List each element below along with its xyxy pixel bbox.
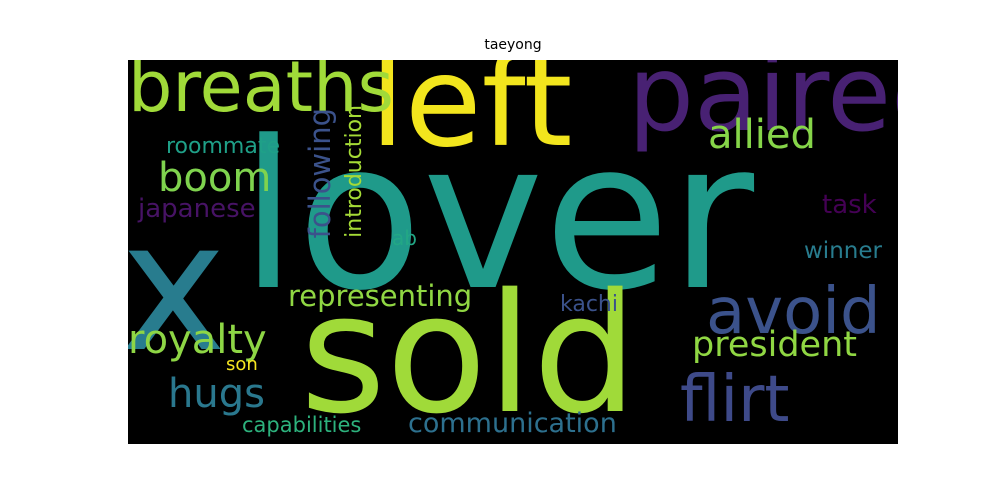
word-sold: sold: [300, 258, 638, 444]
word-allied: allied: [708, 112, 816, 158]
word-x: x: [128, 183, 227, 392]
word-son: son: [226, 354, 258, 375]
word-breaths: breaths: [128, 60, 394, 128]
word-left: left: [370, 60, 573, 175]
word-ab: ab: [392, 226, 417, 250]
word-capabilities: capabilities: [242, 413, 362, 437]
word-following: following: [303, 108, 337, 239]
word-paired: paired: [628, 60, 898, 155]
word-task: task: [822, 190, 877, 220]
word-roommate: roommate: [166, 134, 280, 159]
word-avoid: avoid: [706, 275, 881, 349]
chart-title: taeyong: [484, 37, 542, 53]
word-president: president: [692, 325, 857, 365]
word-winner: winner: [804, 238, 882, 264]
word-communication: communication: [408, 408, 617, 439]
word-hugs: hugs: [168, 371, 265, 417]
word-introduction: introduction: [342, 105, 367, 238]
word-royalty: royalty: [128, 317, 267, 363]
word-flirt: flirt: [680, 363, 790, 437]
word-kachi: kachi: [560, 292, 618, 317]
word-lover: lover: [240, 98, 755, 336]
word-representing: representing: [288, 279, 473, 313]
word-boom: boom: [158, 155, 272, 201]
word-japanese: japanese: [138, 194, 256, 224]
